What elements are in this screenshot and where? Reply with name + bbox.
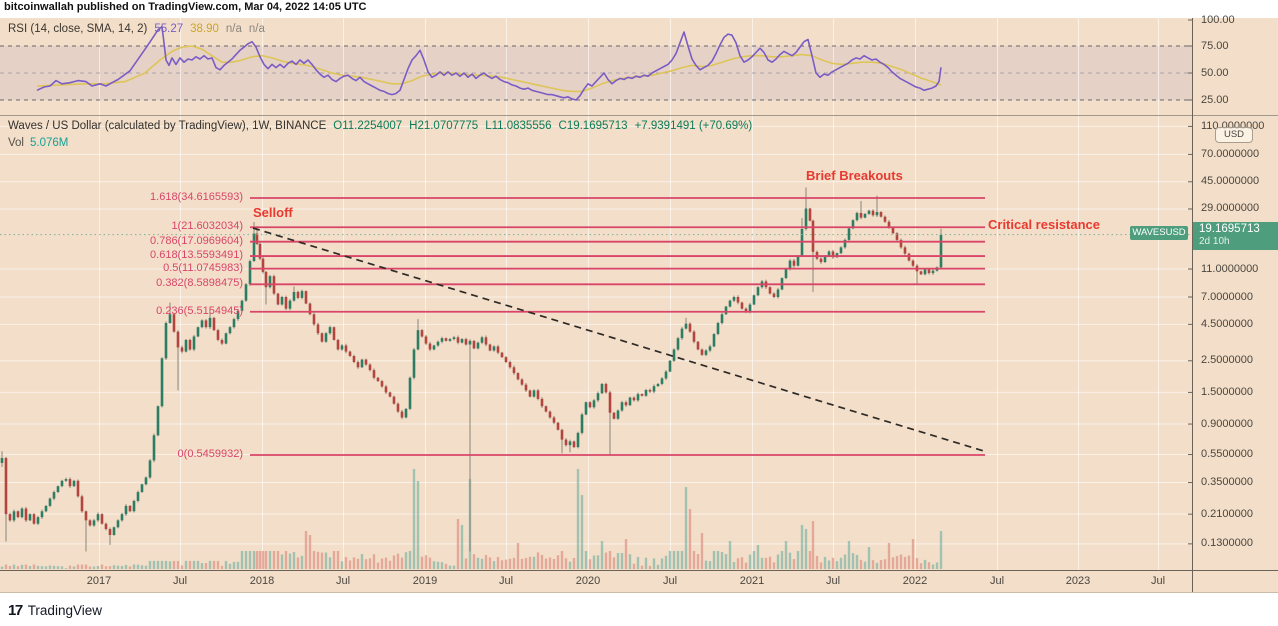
- time-axis-label: 2020: [575, 575, 601, 587]
- fib-level-label: 0.786(17.0969604): [150, 234, 243, 247]
- price-axis-label: 29.0000000: [1201, 202, 1260, 215]
- price-axis-label: 0.5500000: [1201, 448, 1253, 461]
- high-value: H21.0707775: [409, 120, 479, 132]
- last-price-value: 19.1695713: [1199, 223, 1260, 235]
- price-axis-label: 11.0000000: [1201, 262, 1259, 275]
- time-axis-label: 2021: [739, 575, 765, 587]
- open-value: O11.2254007: [333, 120, 403, 132]
- tradingview-logo-icon: 17: [8, 602, 23, 619]
- chart-annotation: Selloff: [253, 205, 293, 220]
- rsi-axis-label: 100.00: [1201, 14, 1235, 26]
- time-axis-label: 2017: [86, 575, 112, 587]
- rsi-sma-value: 38.90: [190, 23, 219, 35]
- currency-unit-button[interactable]: USD: [1215, 127, 1253, 143]
- price-axis-label: 0.2100000: [1201, 507, 1253, 520]
- time-axis-scale[interactable]: 2017 Jul 2018 Jul 2019 Jul 2020 Jul 2021 Jul 2022 J…: [0, 571, 1192, 592]
- fib-level-label: 0.5(11.0745983): [163, 261, 243, 274]
- change-value: +7.9391491 (+70.69%): [634, 120, 753, 132]
- rsi-legend[interactable]: RSI (14, close, SMA, 14, 2) 55.27 38.90 n/a…: [8, 23, 272, 35]
- rsi-axis-label: 75.00: [1201, 40, 1229, 52]
- time-axis-label: Jul: [498, 575, 514, 587]
- time-axis-label: Jul: [989, 575, 1005, 587]
- price-axis-label: 2.5000000: [1201, 354, 1253, 367]
- tradingview-attribution[interactable]: 17 TradingView: [8, 602, 102, 619]
- price-axis-scale[interactable]: 110.0000000 70.0000000 45.0000000 29.000000…: [1193, 14, 1278, 570]
- time-axis-label: Jul: [662, 575, 678, 587]
- rsi-axis-label: 50.00: [1201, 67, 1229, 79]
- rsi-value: 55.27: [154, 23, 184, 35]
- tradingview-wordmark: TradingView: [27, 603, 102, 618]
- last-price-badge: 19.1695713 2d 10h: [1193, 222, 1278, 250]
- price-axis-label: 45.0000000: [1201, 175, 1260, 188]
- fib-level-label: 0.382(8.5898475): [156, 277, 243, 290]
- price-axis-label: 1.5000000: [1201, 385, 1253, 398]
- fib-level-label: 1(21.6032034): [171, 220, 243, 233]
- close-value: C19.1695713: [558, 120, 628, 132]
- time-axis-label: 2023: [1065, 575, 1091, 587]
- rsi-upper-band-value: n/a: [225, 23, 242, 35]
- price-axis-label: 7.0000000: [1201, 290, 1253, 303]
- rsi-axis-label: 25.00: [1201, 94, 1229, 106]
- symbol-badge: WAVESUSD: [1130, 226, 1188, 240]
- symbol-title[interactable]: Waves / US Dollar (calculated by Trading…: [8, 120, 327, 132]
- volume-label: Vol: [8, 137, 24, 149]
- price-axis-label: 70.0000000: [1201, 147, 1260, 160]
- time-axis-label: Jul: [1150, 575, 1166, 587]
- price-axis-label: 0.1300000: [1201, 537, 1253, 550]
- symbol-legend[interactable]: Waves / US Dollar (calculated by Trading…: [8, 120, 759, 132]
- price-axis-label: 0.3500000: [1201, 476, 1253, 489]
- time-axis-label: 2022: [902, 575, 928, 587]
- fib-level-label: 0.236(5.5154945): [156, 304, 243, 317]
- time-axis-label: Jul: [172, 575, 188, 587]
- chart-annotation: Brief Breakouts: [806, 168, 903, 183]
- fib-level-label: 1.618(34.6165593): [150, 191, 243, 204]
- time-axis-label: 2019: [412, 575, 438, 587]
- fib-level-label: 0.618(13.5593491): [150, 249, 243, 262]
- time-axis-label: Jul: [825, 575, 841, 587]
- rsi-lower-band-value: n/a: [248, 23, 265, 35]
- bar-countdown: 2d 10h: [1199, 236, 1230, 247]
- price-axis-label: 4.5000000: [1201, 317, 1253, 330]
- volume-legend: Vol 5.076M: [8, 137, 74, 149]
- time-axis-label: 2018: [249, 575, 275, 587]
- rsi-legend-title: RSI (14, close, SMA, 14, 2): [8, 23, 148, 35]
- low-value: L11.0835556: [485, 120, 552, 132]
- price-axis-label: 0.9000000: [1201, 417, 1253, 430]
- time-axis-label: Jul: [335, 575, 351, 587]
- chart-annotation: Critical resistance: [988, 217, 1101, 232]
- volume-value: 5.076M: [30, 137, 69, 149]
- fib-level-label: 0(0.5459932): [177, 447, 243, 460]
- publish-caption: bitcoinwallah published on TradingView.c…: [4, 1, 367, 13]
